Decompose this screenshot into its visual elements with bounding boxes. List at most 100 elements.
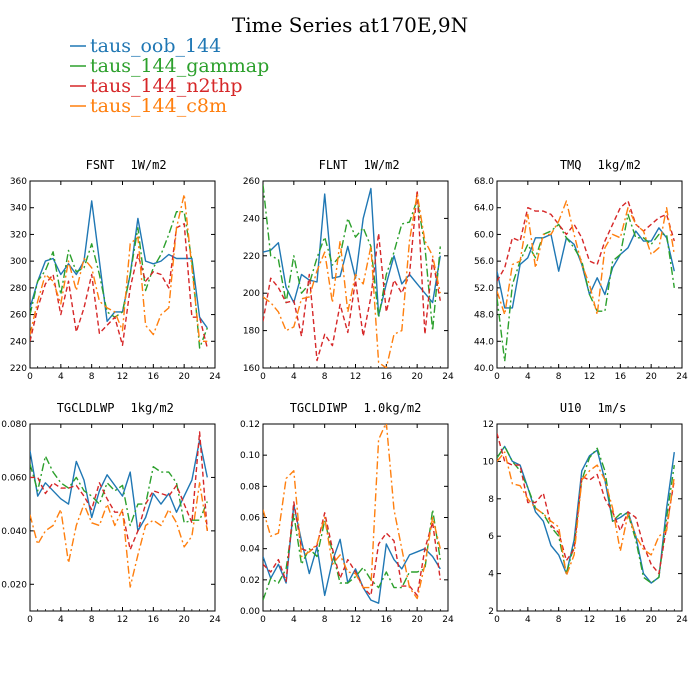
series-line-taus_144_gammap — [263, 509, 441, 601]
y-tick-label: 260 — [10, 311, 27, 321]
y-tick-label: 240 — [10, 337, 27, 347]
x-tick-label: 0 — [27, 615, 33, 625]
y-tick-label: 220 — [10, 364, 27, 374]
x-tick-label: 20 — [178, 372, 190, 382]
plot-frame — [29, 423, 216, 612]
x-tick-label: 8 — [556, 372, 562, 382]
x-tick-label: 8 — [89, 615, 95, 625]
panel-title-variable: FLNT — [319, 158, 348, 172]
x-tick-label: 4 — [58, 372, 64, 382]
y-tick-label: 0.12 — [240, 420, 260, 430]
panel-title-units: 1W/m2 — [131, 158, 167, 172]
panel-title-units: 1kg/m2 — [131, 401, 174, 415]
series-line-taus_144_c8m — [30, 193, 208, 342]
figure-title: Time Series at170E,9N — [232, 13, 468, 37]
legend-label-taus_144_gammap: taus_144_gammap — [90, 55, 269, 77]
x-tick-label: 12 — [117, 615, 128, 625]
series-line-taus_oob_144 — [263, 504, 441, 604]
series-line-taus_144_c8m — [263, 424, 441, 600]
series-line-taus_oob_144 — [30, 439, 208, 532]
x-tick-label: 16 — [148, 615, 160, 625]
y-tick-label: 0.06 — [240, 514, 260, 524]
y-tick-label: 0.020 — [1, 580, 27, 590]
x-tick-label: 24 — [676, 372, 688, 382]
y-tick-label: 40.0 — [474, 364, 494, 374]
y-tick-label: 320 — [10, 230, 27, 240]
series-line-taus_oob_144 — [263, 187, 441, 317]
x-tick-label: 12 — [584, 615, 595, 625]
series-line-taus_144_c8m — [263, 193, 441, 368]
panel-title-variable: FSNT — [86, 158, 115, 172]
panel-title-units: 1W/m2 — [364, 158, 400, 172]
x-tick-label: 0 — [260, 372, 266, 382]
x-tick-label: 12 — [350, 615, 361, 625]
x-tick-label: 0 — [494, 615, 500, 625]
y-tick-label: 64.0 — [474, 204, 494, 214]
panel-tmq: TMQ 1kg/m2 0 4 8 12 16 20 24 40.0 44.0 48.0 52.0 56.0… — [474, 158, 688, 382]
y-tick-label: 2 — [488, 607, 494, 617]
y-tick-label: 10 — [483, 457, 495, 467]
x-tick-label: 0 — [494, 372, 500, 382]
y-tick-label: 340 — [10, 204, 27, 214]
x-tick-label: 4 — [291, 615, 297, 625]
x-tick-label: 24 — [209, 372, 221, 382]
y-tick-label: 0.04 — [240, 545, 260, 555]
series-line-taus_144_gammap — [497, 213, 675, 362]
series-line-taus_oob_144 — [497, 445, 675, 584]
panel-title-variable: U10 — [560, 401, 582, 415]
y-tick-label: 0.02 — [240, 576, 260, 586]
y-tick-label: 260 — [243, 177, 260, 187]
y-tick-label: 280 — [10, 284, 27, 294]
series-line-taus_144_n2thp — [263, 189, 441, 362]
y-tick-label: 240 — [243, 214, 260, 224]
plot-frame — [29, 180, 216, 369]
x-tick-label: 20 — [178, 615, 190, 625]
y-tick-label: 52.0 — [474, 284, 494, 294]
legend-label-taus_144_c8m: taus_144_c8m — [90, 95, 227, 117]
y-tick-label: 4 — [488, 570, 494, 580]
series-line-taus_144_n2thp — [263, 501, 441, 597]
y-tick-label: 220 — [243, 252, 260, 262]
x-tick-label: 8 — [322, 615, 328, 625]
x-tick-label: 0 — [260, 615, 266, 625]
x-tick-label: 20 — [645, 372, 657, 382]
x-tick-label: 8 — [89, 372, 95, 382]
panel-title-units: 1kg/m2 — [598, 158, 641, 172]
legend-label-taus_oob_144: taus_oob_144 — [90, 35, 221, 57]
x-tick-label: 24 — [442, 372, 454, 382]
x-tick-label: 24 — [676, 615, 688, 625]
panel-title-variable: TGCLDLWP — [57, 401, 115, 415]
y-tick-label: 6 — [488, 532, 494, 542]
y-tick-label: 68.0 — [474, 177, 494, 187]
x-tick-label: 24 — [209, 615, 221, 625]
y-tick-label: 160 — [243, 364, 260, 374]
x-tick-label: 12 — [584, 372, 595, 382]
panel-grid: FSNT 1W/m20 4 8 12 16 20 2422024026028030032034… — [1, 158, 688, 625]
x-tick-label: 20 — [411, 372, 423, 382]
y-tick-label: 0.080 — [1, 420, 27, 430]
legend: taus_oob_144taus_144_gammaptaus_144_n2th… — [70, 35, 269, 117]
x-tick-label: 4 — [525, 372, 531, 382]
x-tick-label: 0 — [27, 372, 33, 382]
y-tick-label: 0.060 — [1, 473, 27, 483]
x-tick-label: 20 — [411, 615, 423, 625]
y-tick-label: 44.0 — [474, 337, 494, 347]
series-line-taus_oob_144 — [30, 200, 208, 329]
plot-frame — [496, 180, 683, 369]
x-tick-label: 24 — [442, 615, 454, 625]
legend-label-taus_144_n2thp: taus_144_n2thp — [90, 75, 243, 97]
series-line-taus_144_gammap — [263, 184, 441, 332]
panel-flnt: FLNT 1W/m2 0 4 8 12 16 20 24 160 180 200 220 240 260 — [243, 158, 454, 382]
x-tick-label: 16 — [615, 372, 627, 382]
y-tick-label: 180 — [243, 327, 260, 337]
y-tick-label: 360 — [10, 177, 27, 187]
panel-tgcldlwp: TGCLDLWP 1kg/m2 0 4 8 12 16 20 24 0.020 0.040 0.060… — [1, 401, 221, 625]
panel-title-variable: TMQ — [560, 158, 582, 172]
panel-tgcldiwp: TGCLDIWP 1.0kg/m2 0 4 8 12 16 20 24 0.00 0.02 0.04 0… — [240, 401, 454, 625]
series-line-taus_144_c8m — [497, 451, 675, 577]
series-line-taus_144_n2thp — [30, 222, 208, 349]
y-tick-label: 56.0 — [474, 257, 494, 267]
x-tick-label: 20 — [645, 615, 657, 625]
